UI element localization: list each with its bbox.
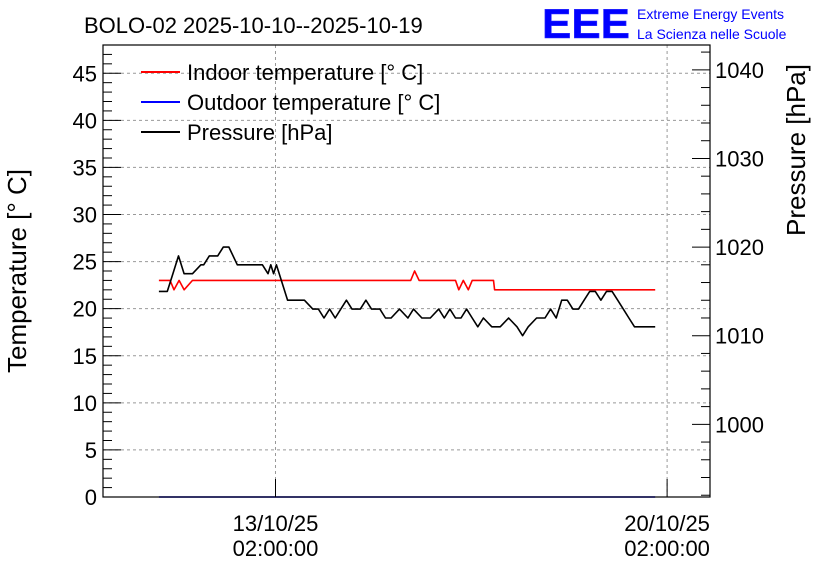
- right-tick-label: 1020: [715, 235, 764, 260]
- left-tick-label: 10: [73, 391, 97, 416]
- y-right-axis-title: Pressure [hPa]: [781, 64, 811, 236]
- right-axis: 1000 1010 1020 1030 1040: [692, 51, 764, 496]
- right-tick-label: 1030: [715, 146, 764, 171]
- right-tick-label: 1010: [715, 324, 764, 349]
- left-axis: 0 5 10 15 20 25 30 35 40 45: [73, 53, 121, 510]
- left-tick-label: 20: [73, 297, 97, 322]
- left-tick-label: 0: [85, 485, 97, 510]
- eee-logo-line2: La Scienza nelle Scuole: [637, 26, 787, 42]
- left-tick-label: 35: [73, 155, 97, 180]
- x-tick-time-label: 02:00:00: [233, 536, 319, 561]
- chart-title: BOLO-02 2025-10-10--2025-10-19: [84, 13, 423, 38]
- x-tick-time-label: 02:00:00: [624, 536, 710, 561]
- left-tick-label: 15: [73, 344, 97, 369]
- eee-logo-line1: Extreme Energy Events: [637, 6, 784, 22]
- legend-label-pressure: Pressure [hPa]: [187, 120, 333, 145]
- x-tick-date-label: 13/10/25: [233, 511, 319, 536]
- y-left-axis-title: Temperature [° C]: [2, 169, 32, 373]
- series-line-pressure: [158, 246, 656, 337]
- grid-lines: [103, 45, 710, 497]
- left-tick-label: 40: [73, 108, 97, 133]
- left-tick-label: 5: [85, 438, 97, 463]
- series-line-indoor: [158, 270, 656, 291]
- left-tick-label: 25: [73, 250, 97, 275]
- eee-logo: EEE Extreme Energy Events La Scienza nel…: [542, 0, 787, 47]
- left-tick-label: 30: [73, 203, 97, 228]
- legend: Indoor temperature [° C] Outdoor tempera…: [141, 60, 440, 145]
- left-tick-label: 45: [73, 61, 97, 86]
- legend-label-indoor: Indoor temperature [° C]: [187, 60, 423, 85]
- right-tick-label: 1040: [715, 58, 764, 83]
- x-tick-date-label: 20/10/25: [624, 511, 710, 536]
- legend-label-outdoor: Outdoor temperature [° C]: [187, 90, 440, 115]
- right-tick-label: 1000: [715, 412, 764, 437]
- eee-logo-letters: EEE: [542, 0, 630, 47]
